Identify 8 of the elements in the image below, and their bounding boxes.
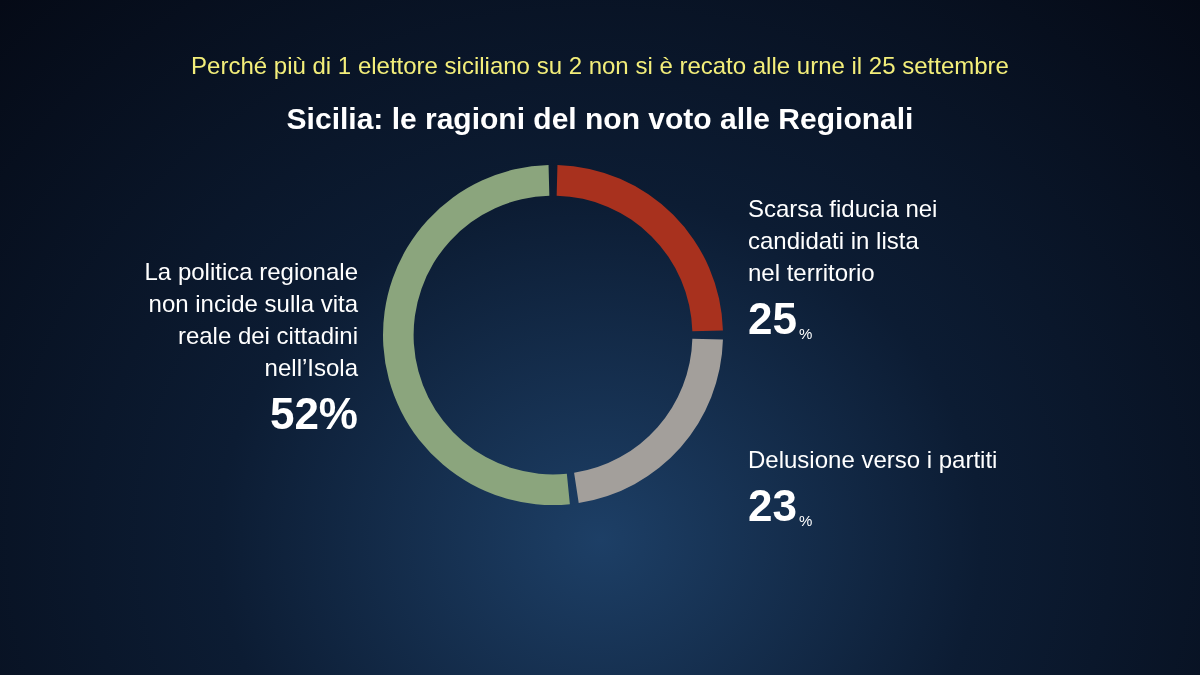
chart-subtitle: Perché più di 1 elettore siciliano su 2 non si è recato alle urne il 25 settembre [191, 51, 1009, 79]
slice-label: Scarsa fiducia nei candidati in lista nel territorio [748, 195, 938, 287]
data-label: 23% [748, 481, 813, 531]
data-label: 25% [748, 294, 813, 344]
slice-label: Delusione verso i partiti [748, 446, 998, 474]
chart-title: Sicilia: le ragioni del non voto alle Regionali [286, 101, 914, 135]
data-label: 52% [269, 388, 358, 438]
slice-label: La politica regionale non incide sulla vita reale dei cittadini nell’Isola [144, 257, 359, 381]
